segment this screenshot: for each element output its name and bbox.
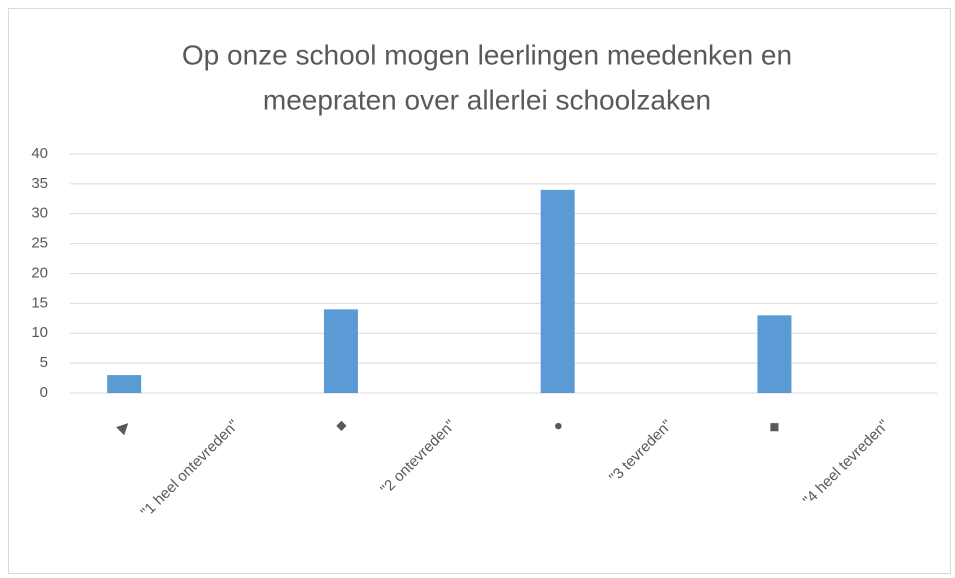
y-tick-label: 0 bbox=[40, 384, 48, 401]
bar bbox=[757, 315, 792, 393]
bar bbox=[107, 375, 142, 393]
chart-title: meepraten over allerlei schoolzaken bbox=[263, 84, 711, 115]
chart-border bbox=[8, 8, 951, 574]
y-tick-label: 10 bbox=[31, 324, 48, 341]
y-tick-label: 15 bbox=[31, 294, 48, 311]
y-tick-label: 35 bbox=[31, 175, 48, 192]
y-tick-label: 20 bbox=[31, 264, 48, 281]
chart-title: Op onze school mogen leerlingen meedenke… bbox=[182, 39, 792, 70]
y-tick-label: 5 bbox=[40, 354, 48, 371]
y-tick-label: 25 bbox=[31, 235, 48, 252]
bar bbox=[540, 189, 575, 393]
bar bbox=[323, 309, 358, 393]
y-tick-label: 30 bbox=[31, 205, 48, 222]
y-tick-label: 40 bbox=[31, 145, 48, 162]
